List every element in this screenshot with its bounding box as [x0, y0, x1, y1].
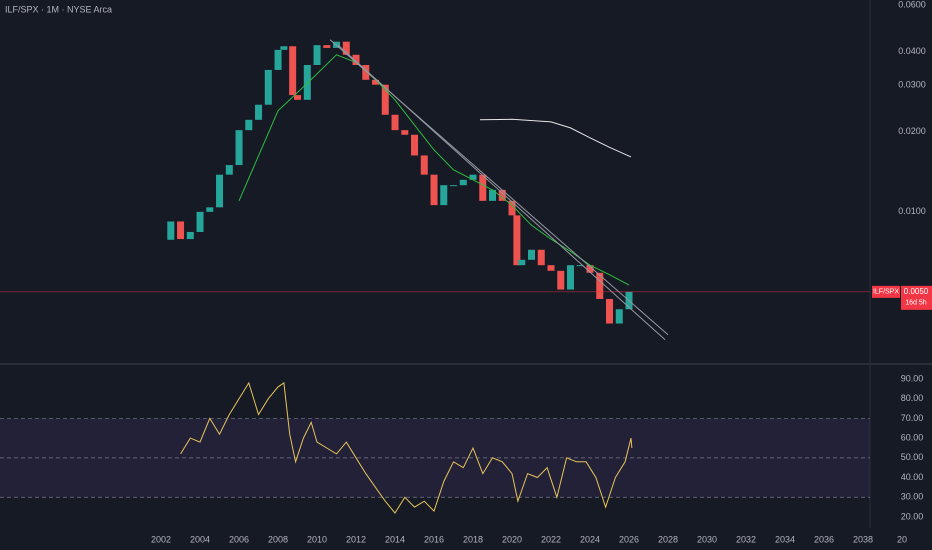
- x-tick-label: 2034: [775, 534, 795, 544]
- y-tick-label: 0.0200: [898, 126, 926, 136]
- indicator-line: [337, 44, 666, 341]
- x-tick-label: 2032: [736, 534, 756, 544]
- candle: [381, 84, 389, 115]
- x-tick-label: 2028: [658, 534, 678, 544]
- candle: [280, 46, 288, 50]
- x-tick-label: 2006: [229, 534, 249, 544]
- candle: [274, 49, 282, 70]
- price-tag: [901, 285, 932, 310]
- candle: [411, 134, 419, 156]
- candle: [528, 249, 536, 260]
- candle: [216, 174, 224, 208]
- candle: [557, 270, 565, 290]
- candle: [401, 130, 409, 135]
- candle: [186, 231, 194, 240]
- candle: [391, 114, 399, 131]
- candle: [567, 265, 575, 290]
- x-tick-label: 2030: [697, 534, 717, 544]
- rsi-line: [180, 381, 633, 514]
- candle: [420, 155, 428, 175]
- candle: [596, 272, 604, 299]
- x-tick-label: 2038: [853, 534, 873, 544]
- candle: [264, 69, 272, 105]
- candle: [547, 265, 555, 271]
- x-tick-label: 2018: [463, 534, 483, 544]
- y-tick-label: 0.0300: [898, 79, 926, 89]
- x-tick-label: 2036: [814, 534, 834, 544]
- x-tick-label: 2012: [346, 534, 366, 544]
- candle: [615, 309, 623, 324]
- y-tick-label: 30.00: [901, 492, 924, 502]
- indicator-line: [479, 118, 632, 158]
- x-tick-label: 2010: [307, 534, 327, 544]
- candle: [513, 215, 521, 266]
- symbol-label: ILF/SPX: [873, 289, 899, 296]
- candle: [459, 179, 467, 186]
- countdown-label: 16d 5h: [905, 300, 927, 307]
- candle: [303, 64, 311, 100]
- candle: [255, 104, 263, 120]
- candle: [289, 46, 297, 96]
- x-tick-label: 2008: [268, 534, 288, 544]
- x-tick-label: 2026: [619, 534, 639, 544]
- candle: [508, 200, 516, 216]
- last-price-label: 0.0050: [904, 287, 929, 296]
- y-tick-label: 70.00: [901, 413, 924, 423]
- candle: [372, 79, 380, 85]
- y-tick-label: 60.00: [901, 433, 924, 443]
- x-tick-label: 2002: [151, 534, 171, 544]
- x-tick-label: 2024: [580, 534, 600, 544]
- candle: [167, 221, 175, 240]
- y-tick-label: 40.00: [901, 472, 924, 482]
- candle: [352, 54, 360, 65]
- candle: [440, 185, 448, 206]
- candle: [177, 221, 185, 240]
- x-tick-label: 20: [897, 534, 907, 544]
- candle: [537, 249, 545, 266]
- candle: [235, 130, 243, 166]
- candle: [450, 185, 458, 187]
- x-tick-label: 2016: [424, 534, 444, 544]
- candle: [245, 119, 253, 131]
- chart-title: ILF/SPX · 1M · NYSE Arca: [5, 4, 112, 14]
- candle: [586, 265, 594, 273]
- x-tick-label: 2020: [502, 534, 522, 544]
- y-tick-label: 0.0600: [898, 0, 926, 9]
- y-tick-label: 0.0100: [898, 206, 926, 216]
- candle: [469, 174, 477, 180]
- candle: [313, 45, 321, 65]
- x-tick-label: 2004: [190, 534, 210, 544]
- indicator-line: [238, 54, 630, 286]
- candle: [430, 174, 438, 206]
- y-tick-label: 0.0400: [898, 46, 926, 56]
- candle: [294, 95, 302, 100]
- candle: [206, 207, 214, 212]
- y-tick-label: 80.00: [901, 393, 924, 403]
- candle: [323, 45, 331, 48]
- y-tick-label: 20.00: [901, 511, 924, 521]
- candle: [606, 298, 614, 324]
- symbol-tag: [872, 285, 900, 298]
- candle: [342, 41, 350, 55]
- candle: [518, 259, 526, 266]
- x-tick-label: 2014: [385, 534, 405, 544]
- candle: [225, 165, 233, 175]
- candle: [362, 64, 370, 80]
- x-tick-label: 2022: [541, 534, 561, 544]
- candle: [576, 265, 584, 267]
- candle: [196, 211, 204, 232]
- candle: [479, 174, 487, 201]
- candle: [489, 189, 497, 201]
- y-tick-label: 90.00: [901, 373, 924, 383]
- candle: [498, 189, 506, 201]
- y-tick-label: 50.00: [901, 452, 924, 462]
